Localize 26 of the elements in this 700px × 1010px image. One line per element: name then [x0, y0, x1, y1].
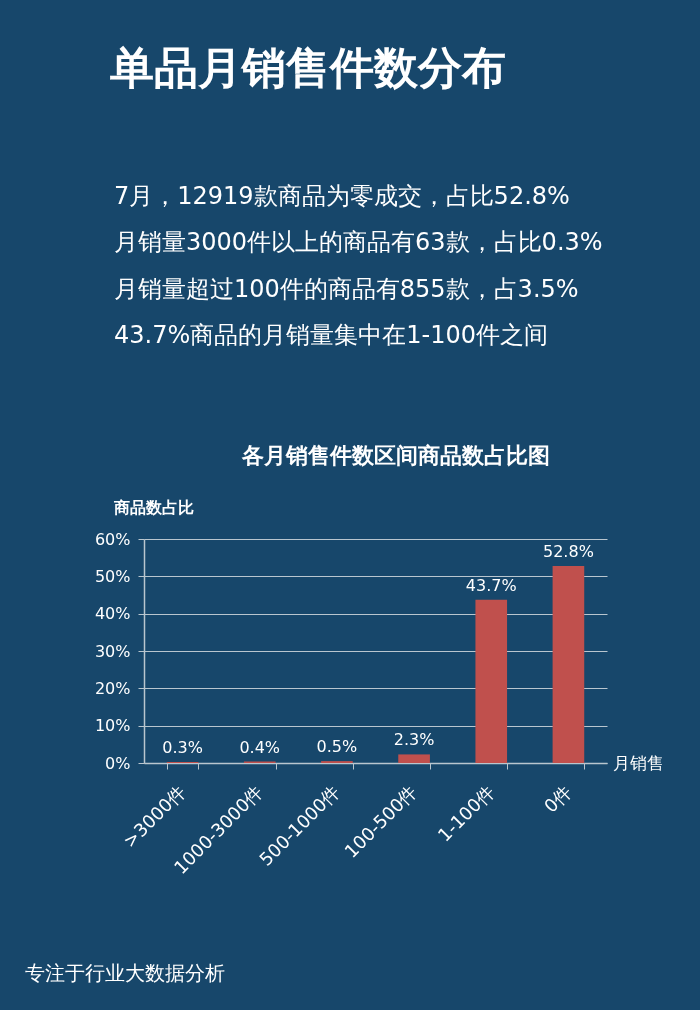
y-tick-label: 50% — [94, 566, 131, 586]
text: 43.7%商品的月销量集中在1-100件之间 — [114, 320, 548, 349]
text: 7月，12919款商品为零成交，占比52.8% — [114, 182, 570, 210]
text: 43.7% — [465, 575, 517, 595]
x-axis-title: 月销售 — [612, 752, 664, 773]
y-tick-label: 60% — [94, 529, 131, 549]
chart-title: 单品月销售件数分布 — [109, 42, 506, 93]
y-tick-label: 30% — [94, 641, 131, 661]
y-tick-label: 20% — [94, 678, 131, 698]
text: 月销量3000件以上的商品有63款，占比0.3% — [114, 228, 603, 257]
text: 月销量超过100件的商品有855款，占3.5% — [114, 274, 579, 303]
text: 0.4% — [239, 737, 281, 757]
text: 0.5% — [316, 737, 358, 757]
chart-subtitle: 各月销售件数区间商品数占比图 — [241, 443, 550, 468]
text: 2.3% — [393, 730, 435, 750]
bar — [552, 565, 585, 763]
y-tick-label: 40% — [94, 604, 131, 624]
y-axis-title: 商品数占比 — [112, 497, 194, 517]
y-tick-label: 0% — [105, 753, 131, 773]
text: 52.8% — [543, 541, 594, 561]
x-tick-label: 0件 — [539, 781, 576, 817]
bar — [475, 599, 508, 763]
y-tick-label: 10% — [94, 716, 131, 736]
text: 0.3% — [162, 737, 203, 757]
text: 专注于行业大数据分析 — [25, 961, 225, 985]
bar — [398, 754, 430, 763]
